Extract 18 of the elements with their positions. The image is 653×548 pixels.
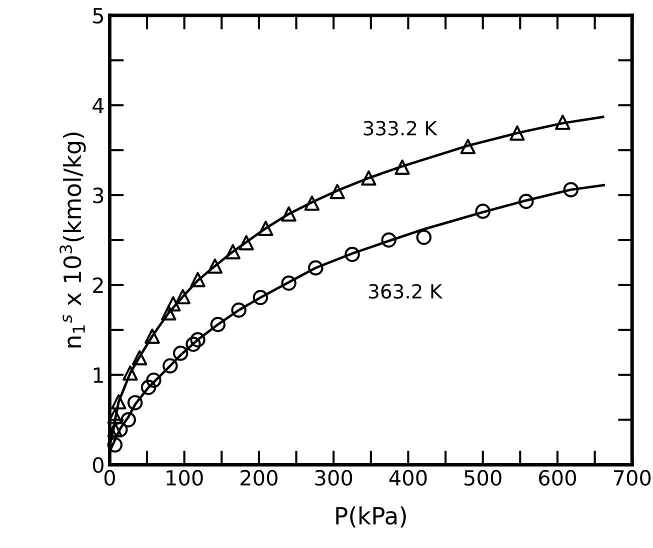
x-tick-label: 200 xyxy=(240,470,278,486)
y-tick-label: 0 xyxy=(92,457,104,473)
annotation: 333.2 K xyxy=(364,120,438,136)
x-tick-label: 100 xyxy=(166,470,203,486)
x-tick-label: 600 xyxy=(539,470,576,486)
x-tick-label: 500 xyxy=(464,470,502,486)
y-tick-label: 5 xyxy=(93,8,104,24)
x-tick-label: 300 xyxy=(315,470,352,486)
x-tick-label: 400 xyxy=(389,470,427,486)
annotation: 363.2 K xyxy=(369,284,443,299)
y-tick-label: 1 xyxy=(94,368,103,383)
y-tick-label: 3 xyxy=(93,188,104,204)
y-tick-label: 4 xyxy=(92,98,104,114)
y-tick-label: 2 xyxy=(93,277,103,293)
x-tick-label: 700 xyxy=(614,470,651,486)
x-axis-title: P(kPa) xyxy=(336,506,406,528)
x-tick-label: 0 xyxy=(104,470,115,486)
y-axis-title: n$_{1}$$^{s}$ x 10$^{3}$(kmol/kg) xyxy=(60,132,86,348)
